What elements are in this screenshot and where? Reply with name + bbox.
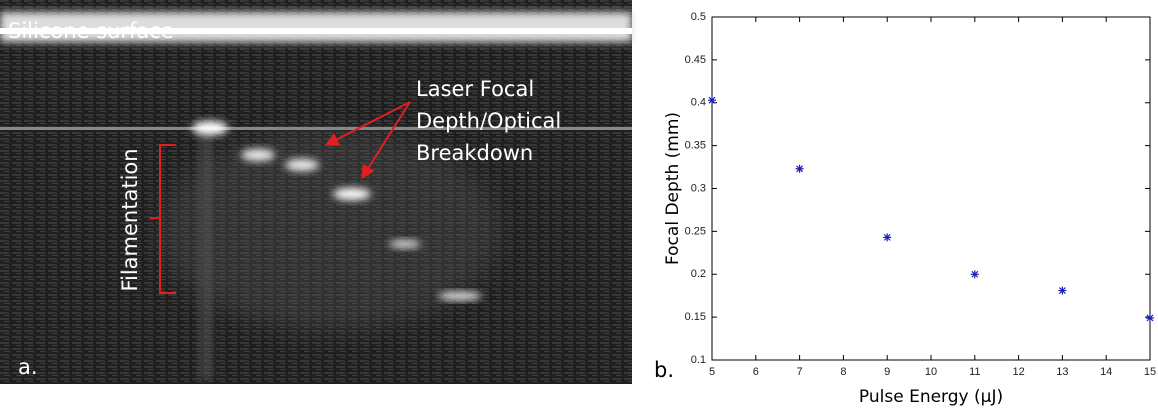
y-tick-label: 0.45 (685, 54, 706, 66)
y-axis-label: Focal Depth (mm) (663, 112, 683, 265)
x-tick-label: 15 (1144, 366, 1156, 378)
y-tick-label: 0.35 (685, 140, 706, 152)
y-tick-label: 0.2 (691, 268, 706, 280)
data-point (1146, 313, 1154, 322)
x-tick-label: 6 (753, 366, 759, 378)
focus-label: Breakdown (416, 141, 533, 165)
filament-label: Filamentation (118, 148, 142, 291)
chart: 5 6 7 8 9 10 11 12 13 14 15 0.1 0.15 0.2 0.25 0.3 0.35 0.… (654, 11, 1156, 407)
data-point (970, 270, 979, 279)
focus-label: Laser Focal (416, 77, 534, 101)
panel-label: a. (18, 355, 38, 379)
y-tick-label: 0.5 (691, 11, 706, 23)
y-tick-label: 0.3 (691, 182, 706, 194)
data-point (708, 96, 716, 105)
plot-frame (711, 16, 1151, 361)
data-point (1058, 286, 1067, 295)
x-tick-label: 7 (797, 366, 803, 378)
x-tick-label: 13 (1056, 366, 1068, 378)
surface-label: Silicone surface (8, 19, 174, 43)
x-tick-label: 5 (709, 366, 715, 378)
y-tick-label: 0.25 (685, 225, 706, 237)
data-point (795, 164, 804, 173)
x-tick-label: 8 (840, 366, 846, 378)
ultrasound-image: Silicone surface Laser Focal Depth/Optic… (0, 0, 632, 386)
x-tick-label: 9 (884, 366, 890, 378)
y-tick-label: 0.4 (691, 97, 706, 109)
data-point (883, 233, 892, 242)
y-tick-label: 0.15 (685, 311, 706, 323)
panel-label: b. (654, 358, 674, 382)
x-tick-label: 14 (1100, 366, 1112, 378)
x-axis-label: Pulse Energy (μJ) (859, 387, 1003, 407)
y-tick-label: 0.1 (691, 354, 706, 366)
x-tick-label: 11 (969, 366, 980, 378)
focus-label: Depth/Optical (416, 109, 561, 133)
x-tick-label: 10 (925, 366, 937, 378)
x-tick-label: 12 (1012, 366, 1024, 378)
